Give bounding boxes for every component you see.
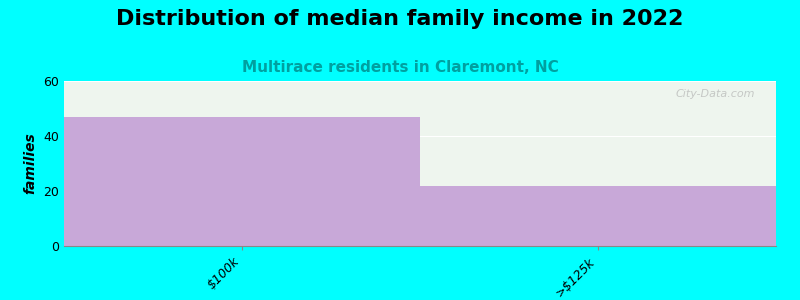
Text: Multirace residents in Claremont, NC: Multirace residents in Claremont, NC — [242, 60, 558, 75]
Text: Distribution of median family income in 2022: Distribution of median family income in … — [116, 9, 684, 29]
Bar — [420, 185, 776, 246]
Text: City-Data.com: City-Data.com — [675, 89, 754, 99]
Bar — [64, 117, 420, 246]
Y-axis label: families: families — [24, 133, 38, 194]
